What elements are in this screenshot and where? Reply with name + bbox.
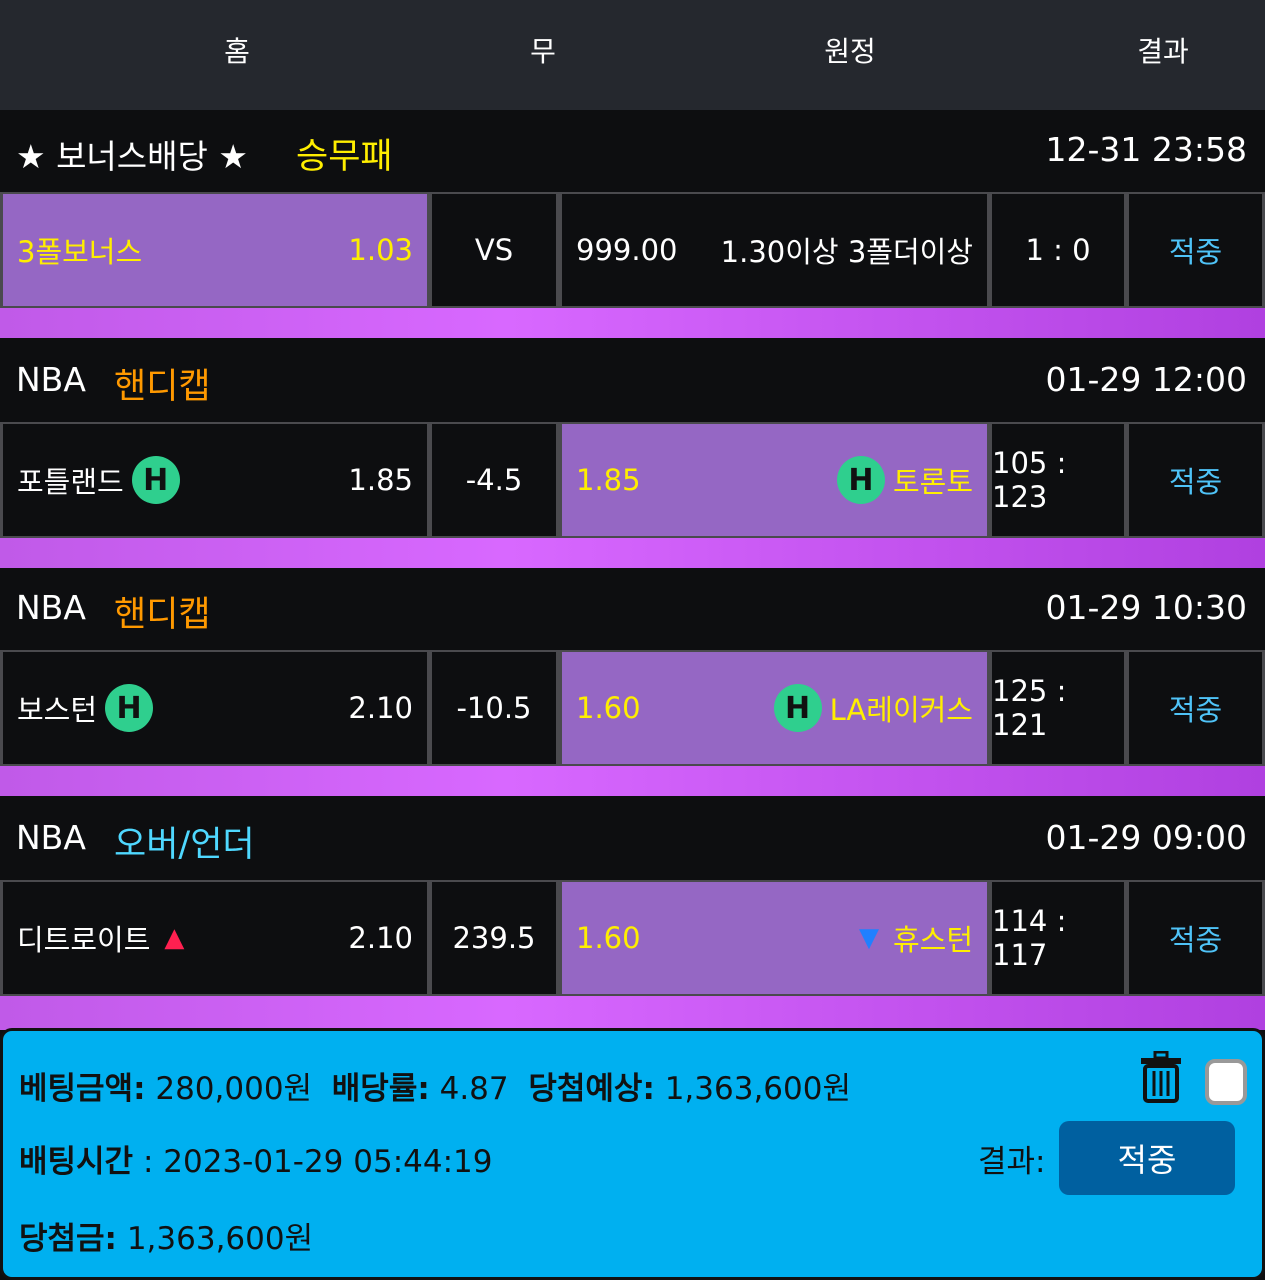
home-odds: 1.85 xyxy=(348,463,413,497)
league-name: NBA xyxy=(16,588,86,627)
away-odds: 1.60 xyxy=(576,691,641,725)
divider-strip xyxy=(0,308,1265,338)
section-header: NBA 핸디캡 01-29 10:30 xyxy=(0,568,1265,650)
bet-summary-line: 베팅금액: 280,000원 배당률: 4.87 당첨예상: 1,363,600… xyxy=(19,1063,851,1108)
payout-value: 1,363,600원 xyxy=(126,1221,314,1257)
draw-handicap-cell[interactable]: -4.5 xyxy=(432,424,556,536)
bet-summary-panel: 베팅금액: 280,000원 배당률: 4.87 당첨예상: 1,363,600… xyxy=(0,1028,1265,1280)
score-cell: 105 : 123 xyxy=(992,424,1124,536)
match-row: 보스턴 H 2.10 -10.5 1.60 H LA레이커스 125 : 121 적중 xyxy=(0,650,1265,766)
home-pick-cell[interactable]: 3폴보너스 1.03 xyxy=(3,194,427,306)
home-team: 3폴보너스 xyxy=(17,235,143,269)
away-pick-cell[interactable]: 1.60 ▼ 휴스턴 xyxy=(562,882,987,994)
bet-time-label: 배팅시간 xyxy=(19,1144,134,1180)
handicap-badge-icon: H xyxy=(105,684,154,732)
away-pick-cell[interactable]: 999.00 1.30이상 3폴더이상 xyxy=(562,194,987,306)
score-cell: 114 : 117 xyxy=(992,882,1124,994)
divider-strip xyxy=(0,538,1265,568)
match-row: 디트로이트 ▲ 2.10 239.5 1.60 ▼ 휴스턴 114 : 117 적중 xyxy=(0,880,1265,996)
handicap-badge-icon: H xyxy=(131,456,180,504)
divider-strip xyxy=(0,766,1265,796)
away-odds: 999.00 xyxy=(576,233,678,267)
odds-value: 4.87 xyxy=(439,1071,509,1107)
divider-strip xyxy=(0,996,1265,1030)
away-team: 1.30이상 3폴더이상 xyxy=(720,235,973,269)
odds-label: 배당률: xyxy=(331,1071,430,1107)
bet-time-line: 배팅시간 : 2023-01-29 05:44:19 xyxy=(19,1136,493,1181)
handicap-badge-icon: H xyxy=(773,684,822,732)
match-row: 포틀랜드 H 1.85 -4.5 1.85 H 토론토 105 : 123 적중 xyxy=(0,422,1265,538)
home-team: 디트로이트 xyxy=(17,923,151,957)
expected-label: 당첨예상: xyxy=(528,1071,655,1107)
section-header: NBA 오버/언더 01-29 09:00 xyxy=(0,798,1265,880)
result-cell: 적중 xyxy=(1129,882,1262,994)
away-odds: 1.85 xyxy=(576,463,641,497)
league-name: ★ 보너스배당 ★ xyxy=(16,137,248,176)
home-pick-cell[interactable]: 보스턴 H 2.10 xyxy=(3,652,427,764)
home-odds: 2.10 xyxy=(348,921,413,955)
away-team: 휴스턴 xyxy=(892,923,973,957)
result-cell: 적중 xyxy=(1129,424,1262,536)
trash-icon[interactable] xyxy=(1139,1051,1183,1103)
bet-type: 승무패 xyxy=(296,137,393,177)
score-cell: 1 : 0 xyxy=(992,194,1124,306)
bet-type: 오버/언더 xyxy=(114,825,255,865)
league-name: NBA xyxy=(16,360,86,399)
payout-label: 당첨금: xyxy=(19,1221,117,1257)
payout-line: 당첨금: 1,363,600원 xyxy=(19,1213,313,1258)
expected-value: 1,363,600원 xyxy=(664,1071,851,1107)
home-odds: 2.10 xyxy=(348,691,413,725)
column-result: 결과 xyxy=(1137,35,1189,68)
draw-handicap-cell[interactable]: -10.5 xyxy=(432,652,556,764)
column-home: 홈 xyxy=(224,35,250,68)
bet-amount: 280,000원 xyxy=(155,1071,313,1107)
draw-handicap-cell[interactable]: 239.5 xyxy=(432,882,556,994)
away-odds: 1.60 xyxy=(576,921,641,955)
away-pick-cell[interactable]: 1.85 H 토론토 xyxy=(562,424,987,536)
bet-type: 핸디캡 xyxy=(114,595,211,635)
home-odds: 1.03 xyxy=(348,233,413,267)
under-arrow-icon: ▼ xyxy=(858,923,879,953)
result-button[interactable]: 적중 xyxy=(1059,1121,1235,1195)
score-cell: 125 : 121 xyxy=(992,652,1124,764)
draw-handicap-cell[interactable]: VS xyxy=(432,194,556,306)
column-away: 원정 xyxy=(824,35,876,68)
bet-time: : 2023-01-29 05:44:19 xyxy=(133,1144,493,1180)
section-header: NBA 핸디캡 01-29 12:00 xyxy=(0,340,1265,422)
home-pick-cell[interactable]: 포틀랜드 H 1.85 xyxy=(3,424,427,536)
match-time: 01-29 09:00 xyxy=(1045,818,1247,857)
column-header-bar: 홈 무 원정 결과 xyxy=(0,0,1265,110)
home-team: 포틀랜드 xyxy=(17,465,124,499)
league-name: NBA xyxy=(16,818,86,857)
home-pick-cell[interactable]: 디트로이트 ▲ 2.10 xyxy=(3,882,427,994)
away-team: LA레이커스 xyxy=(829,693,973,727)
bet-amount-label: 베팅금액: xyxy=(19,1071,146,1107)
result-cell: 적중 xyxy=(1129,652,1262,764)
section-header: ★ 보너스배당 ★ 승무패 12-31 23:58 xyxy=(0,110,1265,192)
match-time: 01-29 10:30 xyxy=(1045,588,1247,627)
column-draw: 무 xyxy=(530,35,556,68)
home-team: 보스턴 xyxy=(17,693,98,727)
match-time: 01-29 12:00 xyxy=(1045,360,1247,399)
select-checkbox[interactable] xyxy=(1205,1059,1247,1105)
away-pick-cell[interactable]: 1.60 H LA레이커스 xyxy=(562,652,987,764)
result-cell: 적중 xyxy=(1129,194,1262,306)
away-team: 토론토 xyxy=(892,465,973,499)
match-row: 3폴보너스 1.03 VS 999.00 1.30이상 3폴더이상 1 : 0 적중 xyxy=(0,192,1265,308)
bet-type: 핸디캡 xyxy=(114,367,211,407)
over-arrow-icon: ▲ xyxy=(164,923,185,953)
result-label: 결과: xyxy=(978,1144,1046,1180)
match-time: 12-31 23:58 xyxy=(1045,130,1247,169)
handicap-badge-icon: H xyxy=(836,456,885,504)
